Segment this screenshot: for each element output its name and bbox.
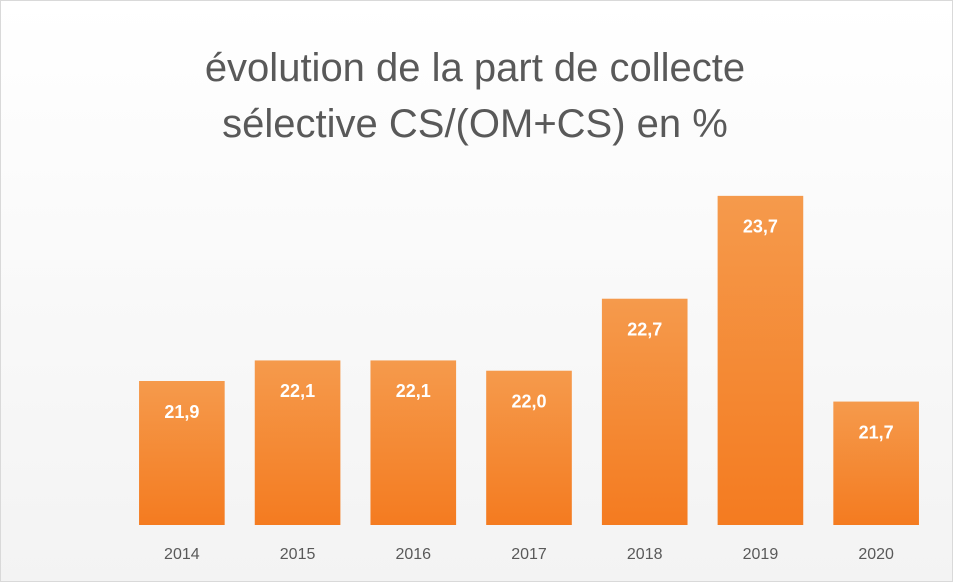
x-tick-label: 2020 xyxy=(858,546,894,563)
data-label: 22,1 xyxy=(280,381,315,401)
x-tick-label: 2014 xyxy=(164,546,200,563)
x-tick-label: 2016 xyxy=(395,546,431,563)
data-label: 21,9 xyxy=(164,402,199,422)
chart-title: évolution de la part de collecte sélecti… xyxy=(204,46,746,146)
bar xyxy=(486,370,572,525)
data-label: 21,7 xyxy=(859,422,894,442)
x-tick-label: 2015 xyxy=(280,546,316,563)
bar xyxy=(370,360,457,525)
bar xyxy=(139,381,225,525)
data-label: 22,7 xyxy=(627,319,662,339)
x-tick-label: 2019 xyxy=(743,546,779,563)
data-label: 22,0 xyxy=(511,391,546,411)
bar xyxy=(833,401,919,525)
x-tick-label: 2018 xyxy=(627,546,663,563)
data-label: 23,7 xyxy=(743,217,778,237)
data-label: 22,1 xyxy=(396,381,431,401)
x-tick-label: 2017 xyxy=(511,546,547,563)
bar xyxy=(254,360,341,525)
bar xyxy=(717,195,804,525)
bar xyxy=(601,298,688,525)
